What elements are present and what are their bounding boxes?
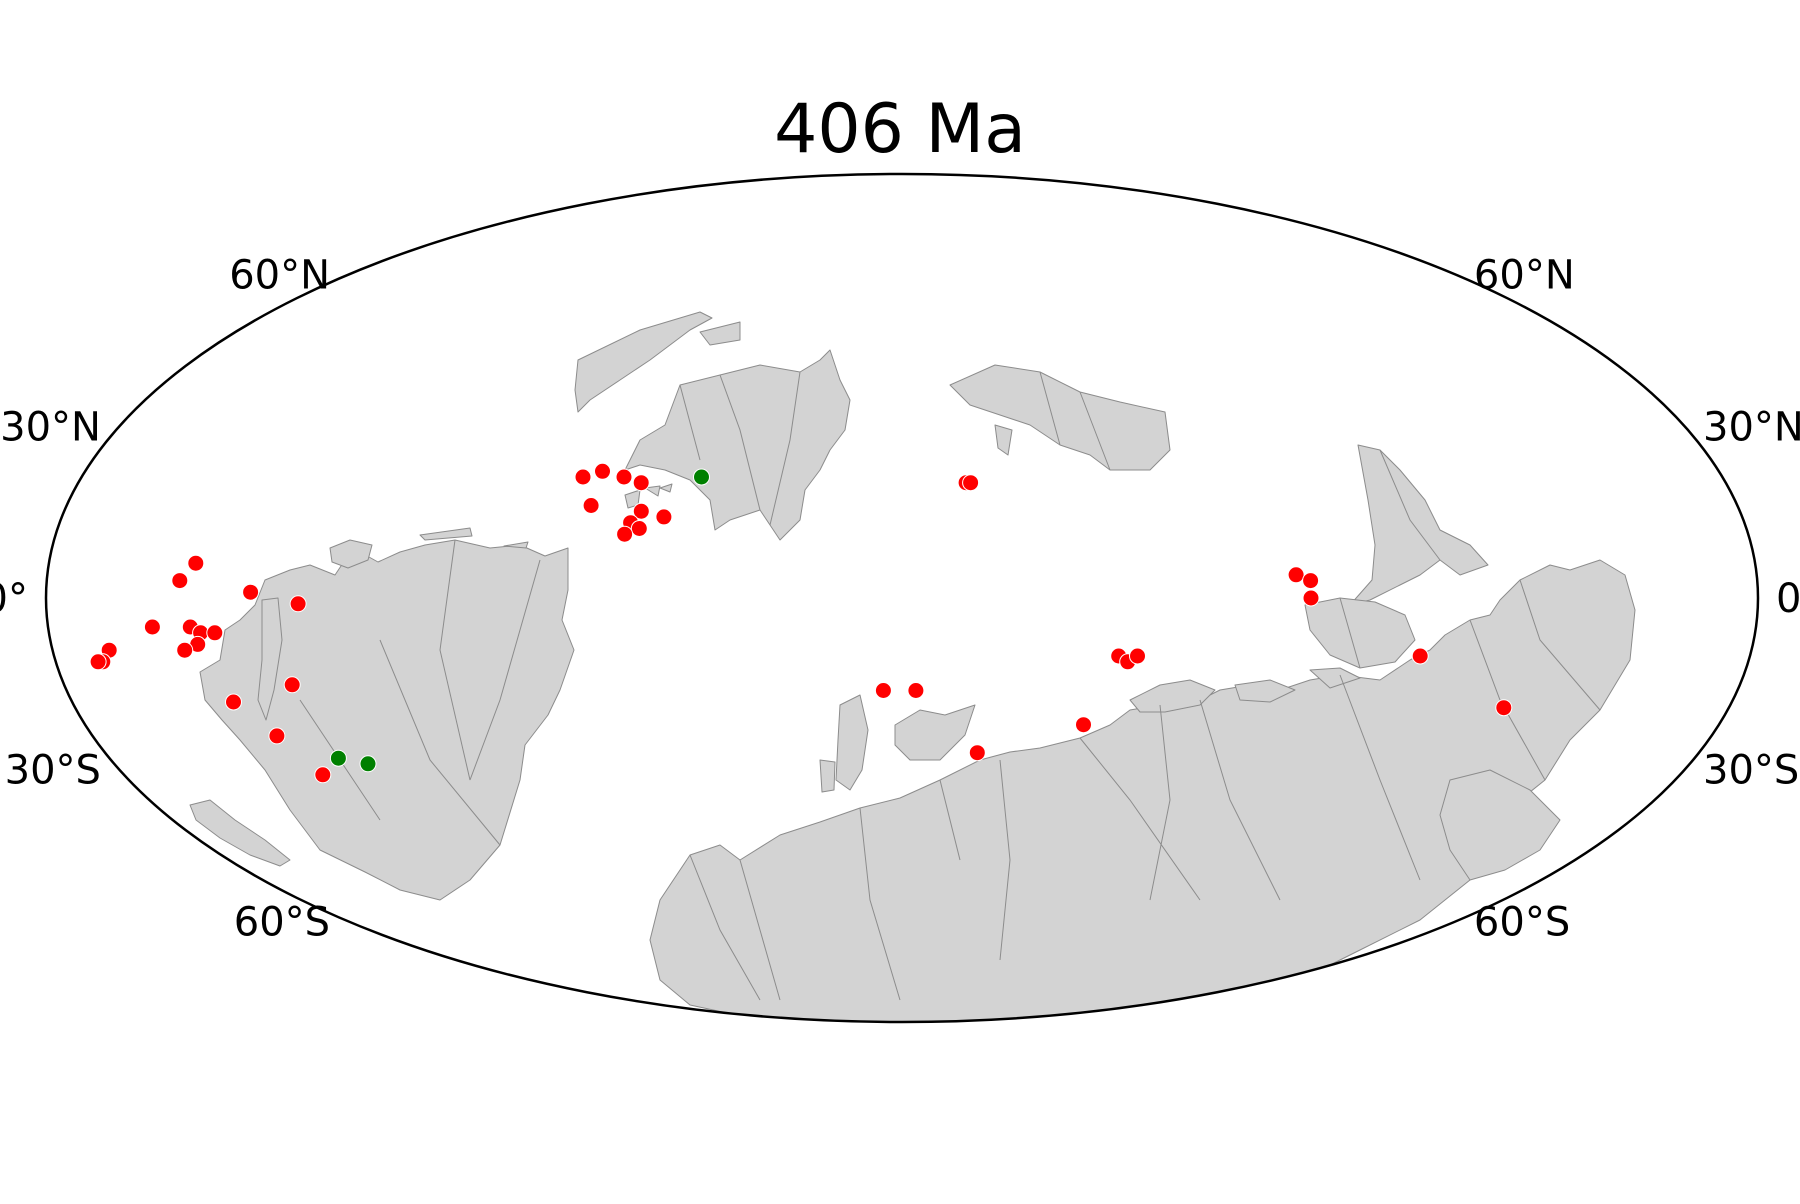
fossil-site-marker-red xyxy=(206,624,224,642)
landmass-baltica xyxy=(624,349,851,541)
landmass-gondwana-north-coast xyxy=(1129,667,1361,713)
fossil-site-marker-red xyxy=(962,474,980,492)
latitude-label-left: 0° xyxy=(0,576,28,622)
latitude-label-right: 30°N xyxy=(1703,405,1800,451)
landmass-gondwana-lobe xyxy=(1439,769,1561,881)
landmass-north-island-chain xyxy=(949,364,1171,471)
fossil-site-marker-red xyxy=(143,618,161,636)
fossil-site-marker-red xyxy=(268,727,286,745)
fossil-site-marker-green xyxy=(359,755,377,773)
fossil-site-marker-red xyxy=(225,693,242,711)
fossil-site-marker-red xyxy=(289,595,307,613)
fossil-site-marker-red xyxy=(283,676,301,694)
fossil-site-marker-red xyxy=(968,744,986,762)
fossil-site-marker-red xyxy=(1287,566,1305,584)
landmass-west-north-islands xyxy=(329,527,529,569)
fossil-site-marker-red xyxy=(874,682,892,699)
fossil-site-marker-red xyxy=(187,554,205,572)
landmass-west-arc xyxy=(189,799,291,867)
fossil-site-marker-red xyxy=(1302,572,1320,590)
latitude-label-right: 60°N xyxy=(1474,253,1575,299)
fossil-site-marker-red xyxy=(574,468,592,486)
fossil-site-marker-green xyxy=(329,749,347,767)
latitude-labels: 60°N30°N0°30°S60°S60°N30°N0°30°S60°S xyxy=(0,253,1800,946)
fossil-site-marker-red xyxy=(594,462,611,480)
fossil-site-marker-red xyxy=(582,497,600,514)
fossil-site-marker-red xyxy=(632,474,650,492)
fossil-site-marker-red xyxy=(1129,647,1146,665)
fossil-site-marker-red xyxy=(171,572,189,590)
fossil-site-marker-red xyxy=(89,653,107,671)
fossil-site-marker-red xyxy=(1075,716,1092,734)
fossil-site-marker-red xyxy=(655,508,673,526)
fossil-site-marker-red xyxy=(907,682,925,699)
latitude-label-left: 30°N xyxy=(0,405,101,451)
landmass-west-continent xyxy=(199,539,575,901)
fossil-site-marker-red xyxy=(615,468,633,486)
landmass-east-arc-south xyxy=(1304,597,1416,669)
landmass-central-islands xyxy=(819,694,976,793)
fossil-site-marker-red xyxy=(1495,699,1513,717)
fossil-site-marker-red xyxy=(1411,647,1429,665)
fossil-site-marker-red xyxy=(630,520,648,537)
latitude-label-left: 60°N xyxy=(229,253,330,299)
fossil-site-marker-red xyxy=(314,766,332,784)
latitude-label-right: 0° xyxy=(1776,576,1800,622)
fossil-site-marker-red xyxy=(1302,589,1320,607)
fossil-site-marker-green xyxy=(693,468,710,486)
map-frame xyxy=(44,172,1760,1024)
fossil-site-marker-red xyxy=(242,583,260,601)
fossil-site-marker-red xyxy=(632,502,650,520)
latitude-label-right: 30°S xyxy=(1703,747,1799,793)
map-title: 406 Ma xyxy=(774,90,1026,169)
fossil-site-marker-red xyxy=(616,525,634,543)
landmass-west-strip xyxy=(257,597,283,721)
fossil-site-marker-red xyxy=(176,641,194,659)
latitude-label-left: 30°S xyxy=(5,747,101,793)
fossil-sites xyxy=(89,462,1513,784)
